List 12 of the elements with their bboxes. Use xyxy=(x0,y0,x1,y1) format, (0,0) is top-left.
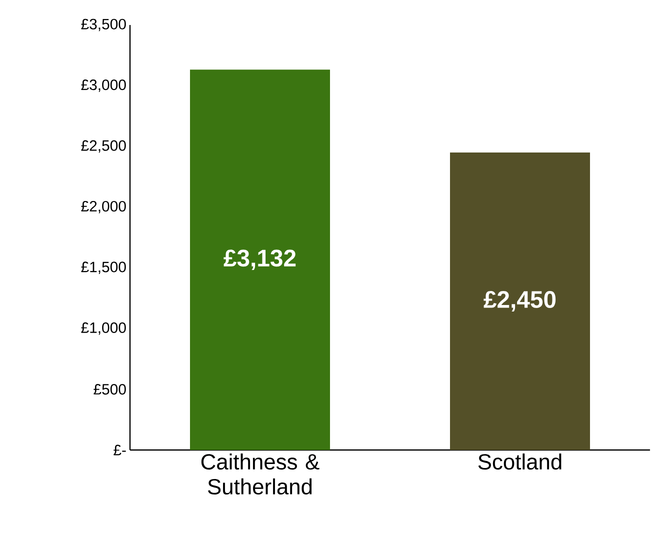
y-tick-label: £1,000 xyxy=(81,322,126,335)
x-tick-label: Caithness & Sutherland xyxy=(201,454,320,495)
x-tick-label: Scotland xyxy=(478,454,562,470)
y-tick-label: £2,000 xyxy=(81,200,126,214)
y-tick-label: £3,500 xyxy=(81,18,126,32)
y-tick-label: £- xyxy=(114,444,126,456)
y-tick-label: £3,000 xyxy=(81,80,126,92)
y-tick-label: £500 xyxy=(94,384,126,395)
y-tick-label: £2,500 xyxy=(81,140,126,153)
data-label: £2,450 xyxy=(484,291,556,312)
y-tick-label: £1,500 xyxy=(81,262,126,274)
data-label: £3,132 xyxy=(224,250,296,270)
